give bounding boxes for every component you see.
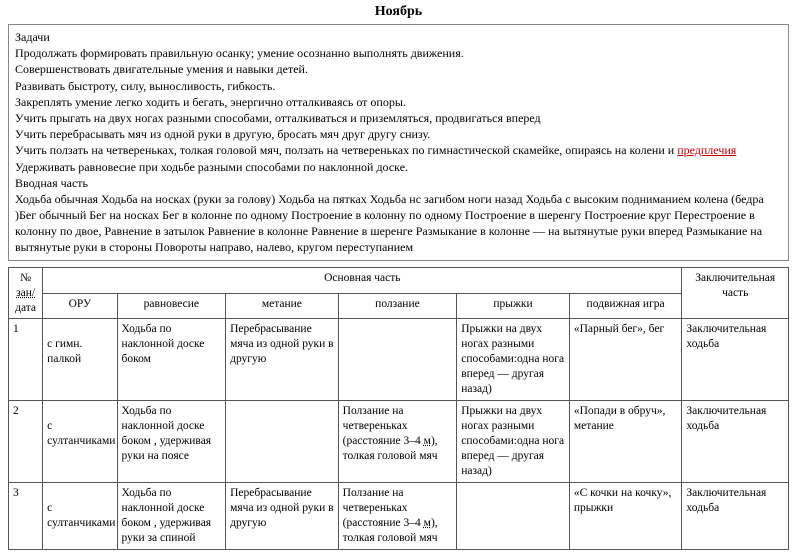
intro-heading: Вводная часть [15, 175, 782, 191]
schedule-table: № зан/ дата Основная часть Заключительна… [8, 267, 789, 550]
tasks-block: Задачи Продолжать формировать правильную… [8, 24, 789, 261]
cell-met [226, 401, 339, 483]
th-igra: подвижная игра [569, 293, 682, 319]
cell-igra: «Попади в обруч», метание [569, 401, 682, 483]
intro-text: Ходьба обычная Ходьба на носках (руки за… [15, 191, 782, 256]
th-rav: равновесие [117, 293, 226, 319]
table-row: 2 с султанчиками Ходьба по наклонной дос… [9, 401, 789, 483]
cell-pry: Прыжки на двух ногах разными способами:о… [457, 319, 570, 401]
cell-num: 3 [9, 482, 43, 549]
cell-rav: Ходьба по наклонной доске боком , удержи… [117, 401, 226, 483]
th-number: № зан/ дата [9, 267, 43, 319]
th-met: метание [226, 293, 339, 319]
th-pol: ползание [338, 293, 457, 319]
page-title: Ноябрь [8, 4, 789, 20]
task-line: Развивать быстроту, силу, выносливость, … [15, 78, 782, 94]
cell-rav: Ходьба по наклонной доске боком [117, 319, 226, 401]
underlined-word: предплечия [677, 143, 736, 157]
cell-rav: Ходьба по наклонной доске боком , удержи… [117, 482, 226, 549]
table-row: 3 с султанчиками Ходьба по наклонной дос… [9, 482, 789, 549]
cell-met: Перебрасывание мяча из одной руки в друг… [226, 482, 339, 549]
task-line: Учить ползать на четвереньках, толкая го… [15, 142, 782, 158]
cell-num: 2 [9, 401, 43, 483]
cell-pol: Ползание на четвереньках (расстояние 3–4… [338, 482, 457, 549]
cell-igra: «С кочки на кочку», прыжки [569, 482, 682, 549]
task-line: Удерживать равновесие при ходьбе разными… [15, 159, 782, 175]
task-line: Совершенствовать двигательные умения и н… [15, 61, 782, 77]
task-line: Закреплять умение легко ходить и бегать,… [15, 94, 782, 110]
cell-oru: с султанчиками [43, 482, 117, 549]
cell-pry [457, 482, 570, 549]
th-main: Основная часть [43, 267, 682, 293]
tasks-heading: Задачи [15, 29, 782, 45]
cell-igra: «Парный бег», бег [569, 319, 682, 401]
cell-zakl: Заключительная ходьба [682, 401, 789, 483]
task-line: Учить перебрасывать мяч из одной руки в … [15, 126, 782, 142]
th-oru: ОРУ [43, 293, 117, 319]
cell-oru: с гимн. палкой [43, 319, 117, 401]
cell-zakl: Заключительная ходьба [682, 319, 789, 401]
task-line: Продолжать формировать правильную осанку… [15, 45, 782, 61]
task-line: Учить прыгать на двух ногах разными спос… [15, 110, 782, 126]
cell-pol: Ползание на четвереньках (расстояние 3–4… [338, 401, 457, 483]
cell-met: Перебрасывание мяча из одной руки в друг… [226, 319, 339, 401]
cell-oru: с султанчиками [43, 401, 117, 483]
cell-pol [338, 319, 457, 401]
cell-pry: Прыжки на двух ногах разными способами:о… [457, 401, 570, 483]
cell-zakl: Заключительная ходьба [682, 482, 789, 549]
table-row: 1 с гимн. палкой Ходьба по наклонной дос… [9, 319, 789, 401]
th-closing: Заключительная часть [682, 267, 789, 319]
th-pry: прыжки [457, 293, 570, 319]
cell-num: 1 [9, 319, 43, 401]
